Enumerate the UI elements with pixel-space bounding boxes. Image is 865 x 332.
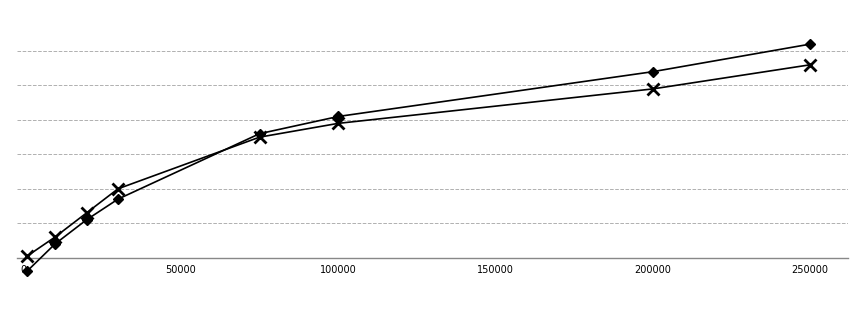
Cross: [112, 187, 123, 191]
Diamond: [333, 115, 343, 119]
Diamond: [22, 270, 32, 274]
Line: Cross: Cross: [21, 59, 816, 262]
Diamond: [50, 242, 61, 246]
Cross: [81, 211, 92, 215]
Diamond: [81, 218, 92, 222]
Cross: [333, 122, 343, 125]
Diamond: [254, 132, 265, 136]
Diamond: [648, 70, 658, 74]
Diamond: [804, 42, 815, 46]
Cross: [22, 254, 32, 258]
Cross: [254, 135, 265, 139]
Line: Diamond: Diamond: [23, 41, 813, 275]
Cross: [804, 63, 815, 67]
Diamond: [112, 197, 123, 201]
Cross: [648, 87, 658, 91]
Cross: [50, 235, 61, 239]
